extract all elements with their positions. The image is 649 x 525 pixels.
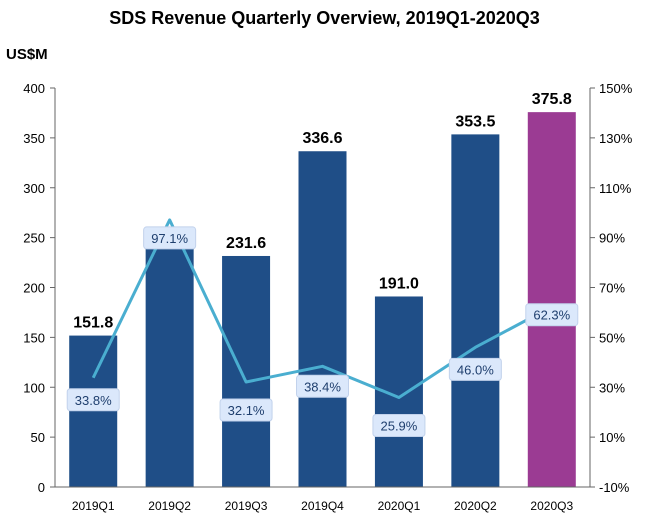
growth-value-label: 38.4%: [304, 379, 341, 394]
x-tick-label: 2020Q2: [454, 499, 497, 513]
growth-label-box: [525, 303, 579, 327]
x-tick-label: 2020Q3: [530, 499, 573, 513]
y2-tick-label: 150%: [599, 81, 633, 96]
x-tick-label: 2019Q3: [225, 499, 268, 513]
y-tick-label: 200: [23, 281, 45, 296]
x-tick-label: 2020Q1: [378, 499, 421, 513]
y-tick-label: 300: [23, 181, 45, 196]
x-tick-label: 2019Q4: [301, 499, 344, 513]
growth-value-label: 97.1%: [151, 231, 188, 246]
growth-label-box: [372, 413, 426, 437]
bar-value-label: 336.6: [302, 130, 342, 147]
x-tick-label: 2019Q1: [72, 499, 115, 513]
y2-tick-label: 70%: [599, 281, 625, 296]
y-tick-label: 0: [38, 480, 45, 495]
growth-label-box: [143, 226, 197, 250]
bar-value-label: 375.8: [532, 91, 572, 108]
bar-value-label: 151.8: [73, 315, 113, 332]
growth-value-label: 33.8%: [75, 393, 112, 408]
y-tick-label: 100: [23, 380, 45, 395]
bar-2019Q1: [69, 335, 118, 487]
x-tick-label: 2019Q2: [148, 499, 191, 513]
growth-label-box: [219, 398, 273, 422]
growth-line: [91, 218, 553, 399]
growth-label-box: [66, 388, 120, 412]
growth-value-label: 32.1%: [228, 403, 265, 418]
bar-2020Q2: [451, 134, 500, 488]
y-tick-label: 250: [23, 231, 45, 246]
bar-value-label: 191.0: [379, 275, 419, 292]
y2-tick-label: 50%: [599, 330, 625, 345]
y-tick-label: 50: [31, 430, 45, 445]
bar-2019Q4: [298, 151, 347, 487]
growth-value-label: 62.3%: [533, 308, 570, 323]
chart-title: SDS Revenue Quarterly Overview, 2019Q1-2…: [109, 8, 540, 28]
bar-2019Q2: [145, 245, 194, 487]
bar-value-label: 231.6: [226, 235, 266, 252]
y2-tick-label: 90%: [599, 231, 625, 246]
growth-label-box: [448, 357, 502, 381]
y-tick-label: 350: [23, 131, 45, 146]
y2-tick-label: 110%: [599, 181, 632, 196]
y-axis-unit-label: US$M: [6, 46, 48, 63]
y2-tick-label: 30%: [599, 380, 625, 395]
bar-value-label: 353.5: [455, 113, 495, 130]
y2-tick-label: 10%: [599, 430, 625, 445]
growth-value-label: 25.9%: [380, 418, 417, 433]
y2-tick-label: 130%: [599, 131, 633, 146]
bar-2020Q3: [527, 112, 576, 488]
growth-label-box: [296, 374, 349, 398]
y-tick-label: 150: [23, 330, 45, 345]
y2-tick-label: -10%: [599, 480, 630, 495]
y-tick-label: 400: [23, 81, 45, 96]
growth-value-label: 46.0%: [457, 362, 494, 377]
bar-2019Q3: [222, 255, 271, 487]
